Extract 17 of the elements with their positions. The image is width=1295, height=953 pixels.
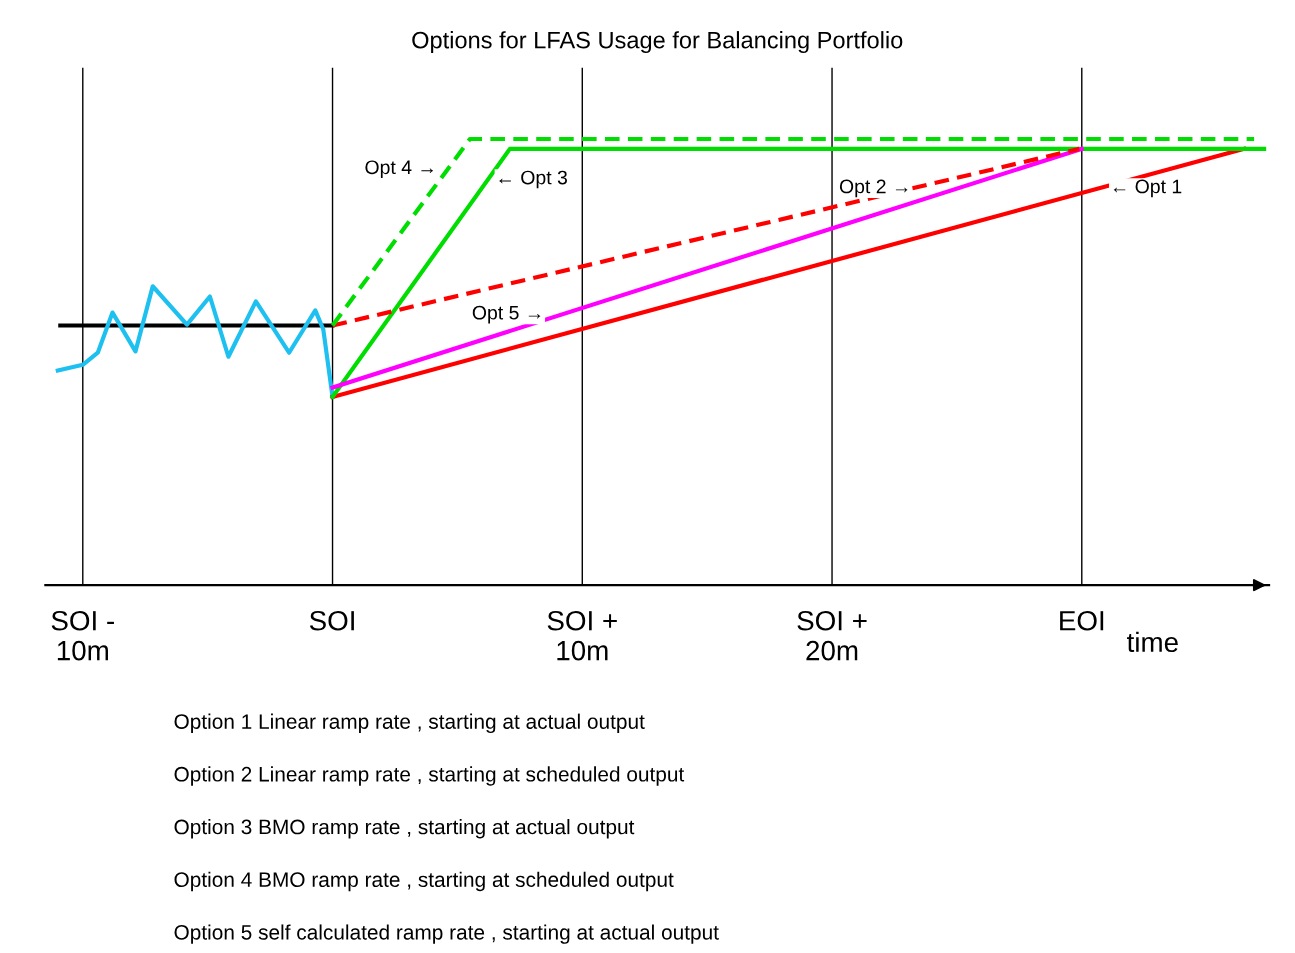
text: Option 3 BMO ramp rate , starting at actual output bbox=[174, 819, 635, 839]
x-tick-label: SOI + 20m bbox=[797, 610, 867, 661]
text: Option 5 self calculated ramp rate , starting at actual output bbox=[174, 924, 719, 944]
x-tick-label: EOI bbox=[1060, 610, 1104, 631]
annotation: ← Opt 1 bbox=[1113, 179, 1182, 198]
x-axis-title: time bbox=[1127, 631, 1178, 653]
x-tick-label: SOI - 10m bbox=[51, 610, 114, 661]
annotation: ← Opt 3 bbox=[499, 170, 567, 189]
annotation: Opt 5 → bbox=[472, 305, 541, 324]
text: Option 2 Linear ramp rate , starting at scheduled output bbox=[174, 766, 685, 786]
text: Option 4 BMO ramp rate , starting at scheduled output bbox=[174, 871, 674, 892]
x-tick-label: SOI bbox=[309, 610, 354, 631]
annotation: Opt 2 → bbox=[839, 179, 908, 198]
annotation: Opt 4 → bbox=[365, 160, 433, 178]
text: Option 1 Linear ramp rate , starting at actual output bbox=[174, 713, 645, 734]
chart-title: Options for LFAS Usage for Balancing Portfolio bbox=[412, 31, 903, 54]
x-tick-label: SOI + 10m bbox=[547, 610, 617, 661]
